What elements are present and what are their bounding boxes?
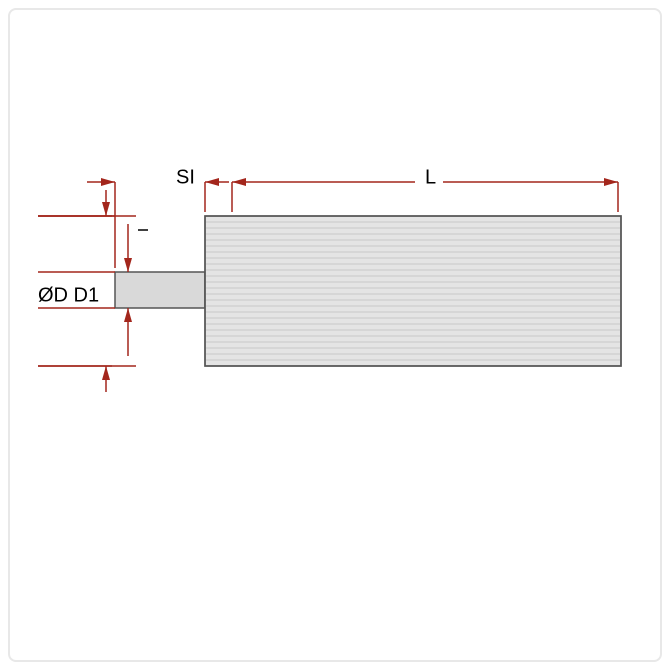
label-si: SI <box>176 166 195 188</box>
label-od: ØD D1 <box>38 284 99 306</box>
diagram-svg: SI L ØD D1 <box>0 0 670 670</box>
label-l: L <box>425 166 436 188</box>
diagram-canvas: SI L ØD D1 <box>0 0 670 670</box>
